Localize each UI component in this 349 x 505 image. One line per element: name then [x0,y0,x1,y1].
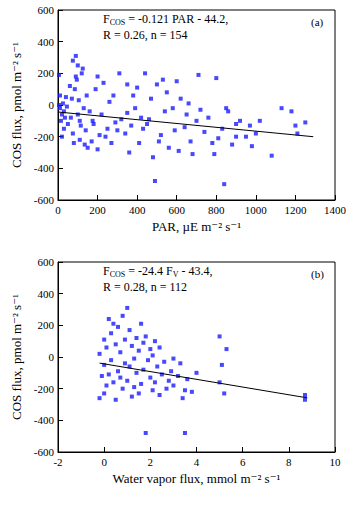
svg-text:0: 0 [49,99,55,111]
svg-text:1000: 1000 [245,204,268,216]
svg-text:(a): (a) [311,16,324,29]
svg-text:0: 0 [49,351,55,363]
svg-text:-400: -400 [34,162,55,174]
svg-text:600: 600 [38,4,55,16]
svg-text:0: 0 [55,204,61,216]
svg-text:(b): (b) [311,268,324,281]
svg-text:400: 400 [38,36,55,48]
svg-text:= -0.121 PAR - 44.2,: = -0.121 PAR - 44.2, [125,12,228,26]
svg-text:R = 0.28, n = 112: R = 0.28, n = 112 [103,280,187,294]
svg-text:PAR, µE m⁻² s⁻¹: PAR, µE m⁻² s⁻¹ [152,219,241,234]
svg-text:200: 200 [38,319,55,331]
svg-text:8: 8 [286,456,292,468]
svg-text:1200: 1200 [284,204,307,216]
svg-text:600: 600 [168,204,185,216]
svg-text:-200: -200 [34,383,55,395]
svg-text:2: 2 [148,456,154,468]
svg-text:200: 200 [89,204,106,216]
svg-text:COS flux, pmol m⁻² s⁻¹: COS flux, pmol m⁻² s⁻¹ [9,42,24,168]
svg-text:800: 800 [208,204,225,216]
svg-text:1400: 1400 [324,204,347,216]
svg-text:-2: -2 [53,456,62,468]
svg-text:-600: -600 [34,194,55,206]
svg-text:400: 400 [38,288,55,300]
svg-text:400: 400 [129,204,146,216]
svg-text:Water vapor flux, mmol m⁻² s⁻¹: Water vapor flux, mmol m⁻² s⁻¹ [113,471,281,486]
svg-text:600: 600 [38,256,55,268]
svg-text:COS: COS [110,18,126,27]
svg-text:0: 0 [101,456,107,468]
svg-text:COS: COS [110,270,126,279]
svg-text:4: 4 [194,456,200,468]
svg-text:F: F [103,12,110,26]
svg-text:200: 200 [38,67,55,79]
svg-text:= -24.4 F: = -24.4 F [125,264,173,278]
svg-text:-200: -200 [34,131,55,143]
svg-text:R = 0.26, n = 154: R = 0.26, n = 154 [103,28,188,42]
svg-text:6: 6 [240,456,246,468]
svg-text:V: V [172,269,179,279]
svg-text:- 43.4,: - 43.4, [178,264,212,278]
svg-text:10: 10 [330,456,342,468]
svg-text:-600: -600 [34,446,55,458]
svg-text:COS flux, pmol m⁻² s⁻¹: COS flux, pmol m⁻² s⁻¹ [9,294,24,420]
svg-text:F: F [103,264,110,278]
svg-text:-400: -400 [34,414,55,426]
